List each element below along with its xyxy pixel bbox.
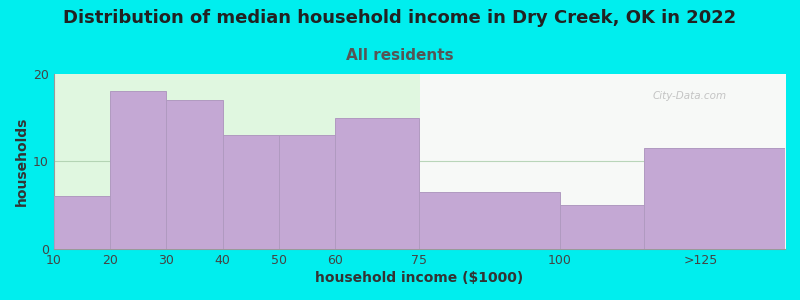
Bar	[222, 135, 279, 249]
Text: City-Data.com: City-Data.com	[652, 92, 726, 101]
X-axis label: household income ($1000): household income ($1000)	[315, 271, 523, 285]
Text: Distribution of median household income in Dry Creek, OK in 2022: Distribution of median household income …	[63, 9, 737, 27]
Bar	[335, 118, 419, 249]
Bar	[645, 148, 785, 249]
Bar	[279, 135, 335, 249]
Bar	[166, 100, 222, 249]
Y-axis label: households: households	[15, 117, 29, 206]
Bar	[110, 92, 166, 249]
Text: All residents: All residents	[346, 48, 454, 63]
Bar	[560, 205, 645, 249]
Bar	[54, 196, 110, 249]
Bar	[419, 192, 560, 249]
